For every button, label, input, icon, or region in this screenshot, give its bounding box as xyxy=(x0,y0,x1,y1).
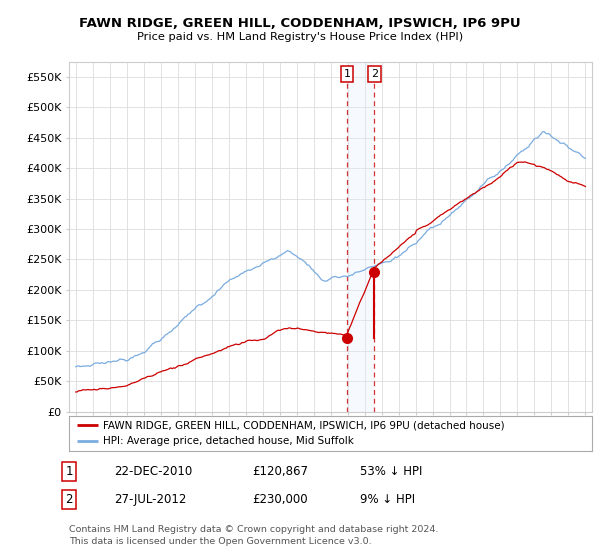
Text: Contains HM Land Registry data © Crown copyright and database right 2024.
This d: Contains HM Land Registry data © Crown c… xyxy=(69,525,439,546)
Text: 1: 1 xyxy=(344,69,350,79)
Text: 1: 1 xyxy=(65,465,73,478)
Text: FAWN RIDGE, GREEN HILL, CODDENHAM, IPSWICH, IP6 9PU (detached house): FAWN RIDGE, GREEN HILL, CODDENHAM, IPSWI… xyxy=(103,421,505,431)
Text: Price paid vs. HM Land Registry's House Price Index (HPI): Price paid vs. HM Land Registry's House … xyxy=(137,32,463,43)
Text: 53% ↓ HPI: 53% ↓ HPI xyxy=(360,465,422,478)
Text: £230,000: £230,000 xyxy=(252,493,308,506)
Text: 9% ↓ HPI: 9% ↓ HPI xyxy=(360,493,415,506)
Text: FAWN RIDGE, GREEN HILL, CODDENHAM, IPSWICH, IP6 9PU: FAWN RIDGE, GREEN HILL, CODDENHAM, IPSWI… xyxy=(79,17,521,30)
Text: 27-JUL-2012: 27-JUL-2012 xyxy=(114,493,187,506)
Text: HPI: Average price, detached house, Mid Suffolk: HPI: Average price, detached house, Mid … xyxy=(103,436,354,446)
Bar xyxy=(347,62,374,412)
Text: 2: 2 xyxy=(65,493,73,506)
Text: 22-DEC-2010: 22-DEC-2010 xyxy=(114,465,192,478)
Text: 2: 2 xyxy=(371,69,378,79)
Text: £120,867: £120,867 xyxy=(252,465,308,478)
